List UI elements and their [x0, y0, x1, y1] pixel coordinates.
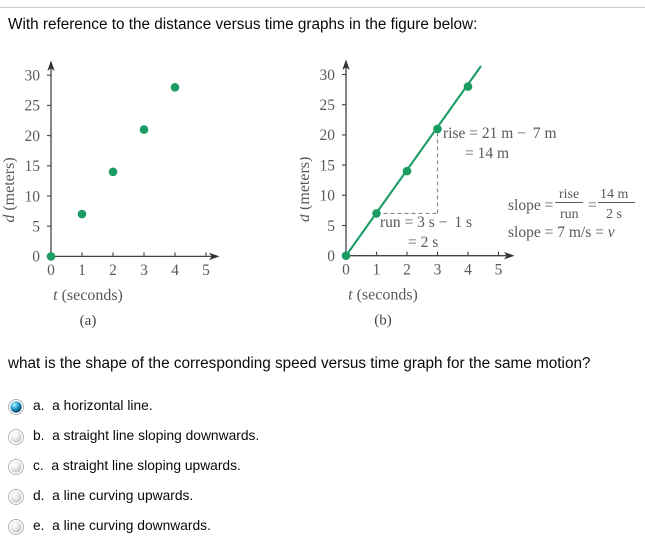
svg-text:0: 0	[32, 249, 40, 266]
svg-text:run: run	[560, 207, 579, 222]
svg-text:25: 25	[25, 98, 41, 115]
svg-text:10: 10	[320, 188, 336, 205]
svg-text:run = 3 s − 1 s: run = 3 s − 1 s	[380, 214, 472, 231]
svg-text:= 2 s: = 2 s	[408, 234, 438, 251]
svg-text:2 s: 2 s	[606, 207, 622, 222]
svg-text:30: 30	[25, 68, 41, 85]
svg-text:(a): (a)	[80, 313, 97, 329]
svg-text:2: 2	[403, 261, 411, 278]
svg-text:1: 1	[78, 262, 86, 279]
svg-text:d (meters): d (meters)	[1, 157, 18, 222]
svg-text:3: 3	[140, 262, 148, 279]
svg-text:= 14 m: = 14 m	[465, 145, 509, 162]
svg-text:20: 20	[25, 128, 41, 145]
svg-text:5: 5	[327, 218, 335, 235]
svg-text:4: 4	[464, 261, 472, 278]
svg-text:1: 1	[373, 261, 381, 278]
svg-text:20: 20	[320, 127, 336, 144]
svg-text:(b): (b)	[374, 312, 392, 328]
svg-text:3: 3	[434, 261, 442, 278]
svg-text:=: =	[588, 197, 597, 214]
svg-text:rise: rise	[559, 187, 579, 202]
svg-text:d (meters): d (meters)	[300, 157, 313, 222]
svg-text:25: 25	[320, 97, 336, 114]
svg-text:0: 0	[327, 248, 335, 265]
svg-text:t (seconds): t (seconds)	[348, 286, 418, 303]
svg-text:slope =: slope =	[508, 197, 553, 214]
svg-text:5: 5	[32, 219, 40, 236]
svg-text:14 m: 14 m	[600, 187, 629, 202]
svg-text:2: 2	[109, 262, 117, 279]
svg-text:0: 0	[47, 262, 55, 279]
svg-text:5: 5	[202, 262, 210, 279]
svg-text:0: 0	[342, 261, 350, 278]
svg-text:15: 15	[320, 157, 336, 174]
svg-text:rise = 21 m − 7 m: rise = 21 m − 7 m	[443, 125, 557, 142]
svg-text:15: 15	[25, 158, 41, 175]
svg-text:4: 4	[171, 262, 179, 279]
svg-text:t (seconds): t (seconds)	[53, 287, 123, 304]
svg-text:30: 30	[320, 67, 336, 84]
svg-text:10: 10	[25, 188, 41, 205]
svg-text:slope = 7 m/s = v: slope = 7 m/s = v	[508, 224, 615, 241]
svg-text:5: 5	[495, 261, 503, 278]
